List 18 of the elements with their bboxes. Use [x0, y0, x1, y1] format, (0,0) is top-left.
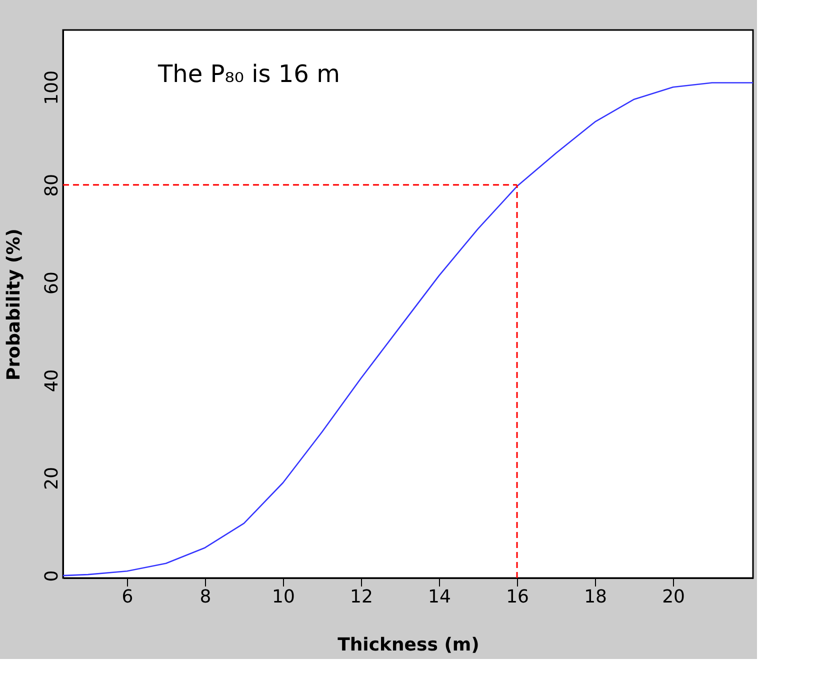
x-tick-label: 6 — [122, 586, 134, 608]
x-axis-title: Thickness (m) — [338, 634, 480, 656]
y-tick-label: 60 — [42, 272, 62, 294]
x-tick-label: 12 — [350, 586, 373, 608]
x-tick-label: 8 — [200, 586, 212, 608]
x-tick-label: 10 — [272, 586, 295, 608]
y-tick-label: 20 — [42, 466, 62, 490]
y-tick-label: 100 — [42, 70, 62, 105]
annotation: The P₈₀ is 16 m — [157, 60, 340, 88]
y-tick-label: 40 — [42, 369, 62, 392]
line-series — [62, 82, 754, 576]
x-tick-label: 18 — [584, 586, 607, 608]
y-tick-label: 0 — [42, 570, 62, 582]
y-tick-label: 80 — [42, 174, 62, 197]
x-tick-label: 16 — [506, 586, 529, 608]
y-axis-title: Probability (%) — [4, 228, 24, 380]
x-tick-label: 14 — [428, 586, 451, 608]
x-tick-label: 20 — [662, 586, 685, 608]
